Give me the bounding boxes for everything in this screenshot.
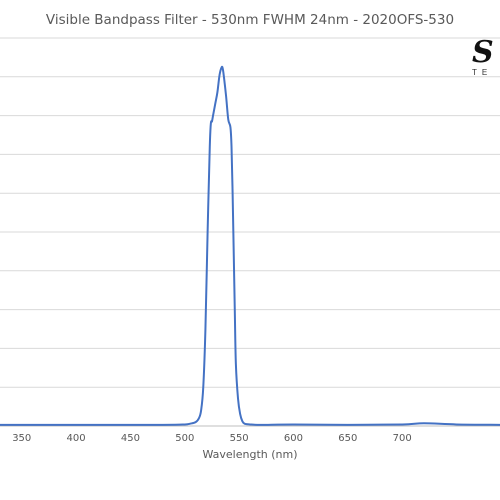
series-line-0 <box>0 65 500 426</box>
logo-mark: S <box>472 35 494 70</box>
x-tick-label: 550 <box>230 433 249 444</box>
gridlines <box>0 37 500 427</box>
x-tick-label: 650 <box>338 433 357 444</box>
x-tick-label: 400 <box>67 433 86 444</box>
x-tick-labels: 350 400 450 500 550 600 650 700 <box>12 433 412 444</box>
company-logo: S TE <box>472 35 494 78</box>
series-layer <box>0 65 500 426</box>
x-axis-label: Wavelength (nm) <box>202 448 298 461</box>
x-tick-label: 700 <box>393 433 412 444</box>
x-tick-label: 500 <box>175 433 194 444</box>
x-tick-label: 350 <box>12 433 31 444</box>
logo-subtext: TE <box>472 68 493 77</box>
x-tick-label: 600 <box>284 433 303 444</box>
chart-title: Visible Bandpass Filter - 530nm FWHM 24n… <box>45 12 455 28</box>
x-tick-label: 450 <box>121 433 140 444</box>
